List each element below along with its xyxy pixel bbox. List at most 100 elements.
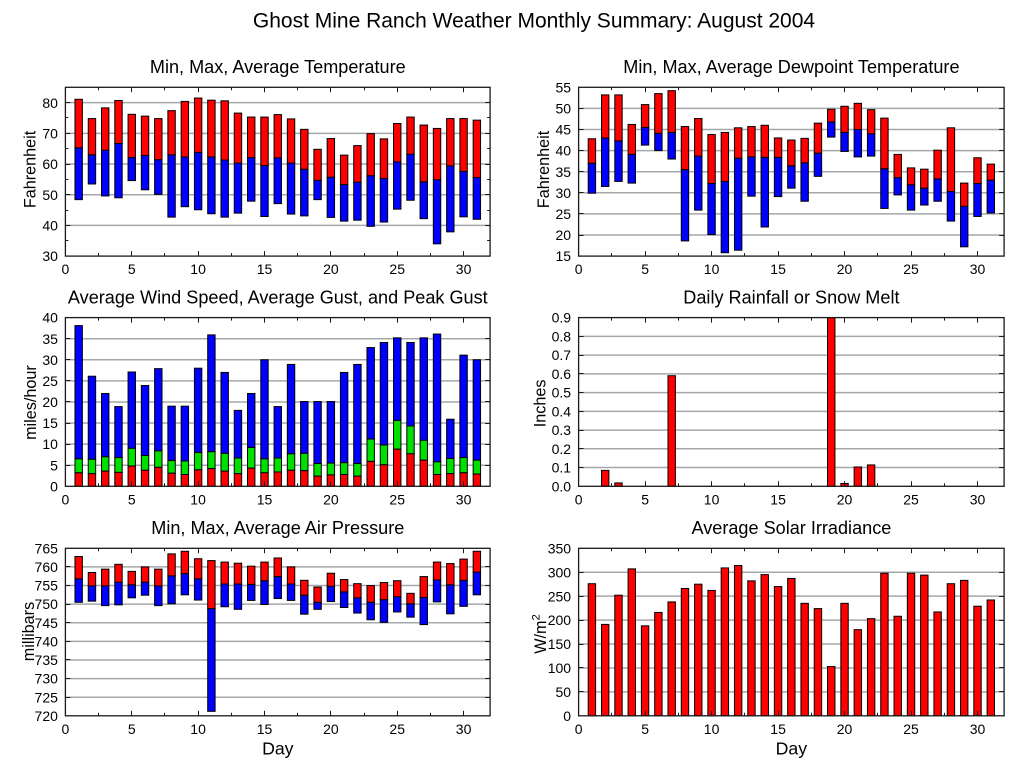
svg-text:Average Wind Speed, Average Gu: Average Wind Speed, Average Gust, and Pe… bbox=[68, 287, 488, 307]
svg-text:25: 25 bbox=[556, 206, 572, 222]
svg-text:30: 30 bbox=[42, 248, 58, 264]
svg-text:Day: Day bbox=[262, 739, 294, 759]
svg-text:0.7: 0.7 bbox=[552, 347, 572, 363]
svg-text:30: 30 bbox=[456, 261, 472, 277]
svg-text:Ghost Mine Ranch Weather Month: Ghost Mine Ranch Weather Monthly Summary… bbox=[253, 9, 816, 32]
svg-text:10: 10 bbox=[704, 491, 720, 507]
svg-text:750: 750 bbox=[35, 596, 59, 612]
svg-text:30: 30 bbox=[456, 721, 472, 737]
svg-text:755: 755 bbox=[35, 578, 59, 594]
svg-text:15: 15 bbox=[257, 491, 273, 507]
svg-text:50: 50 bbox=[556, 684, 572, 700]
svg-text:10: 10 bbox=[190, 261, 206, 277]
svg-text:15: 15 bbox=[770, 491, 786, 507]
svg-text:735: 735 bbox=[35, 652, 59, 668]
svg-text:0.5: 0.5 bbox=[552, 385, 572, 401]
svg-text:25: 25 bbox=[903, 261, 919, 277]
svg-text:0.1: 0.1 bbox=[552, 460, 572, 476]
svg-text:Min, Max, Average Temperature: Min, Max, Average Temperature bbox=[150, 57, 406, 77]
svg-text:Min, Max, Average Dewpoint Tem: Min, Max, Average Dewpoint Temperature bbox=[623, 57, 959, 77]
svg-text:0: 0 bbox=[62, 261, 70, 277]
svg-text:5: 5 bbox=[128, 721, 136, 737]
svg-text:20: 20 bbox=[837, 721, 853, 737]
svg-text:Average Solar Irradiance: Average Solar Irradiance bbox=[691, 518, 891, 538]
svg-text:0.2: 0.2 bbox=[552, 441, 572, 457]
svg-text:20: 20 bbox=[323, 491, 339, 507]
svg-text:10: 10 bbox=[42, 436, 58, 452]
svg-text:25: 25 bbox=[389, 261, 405, 277]
svg-text:50: 50 bbox=[42, 187, 58, 203]
svg-text:Inches: Inches bbox=[532, 380, 550, 428]
svg-text:5: 5 bbox=[641, 261, 649, 277]
svg-text:0.0: 0.0 bbox=[552, 478, 572, 494]
svg-text:25: 25 bbox=[903, 721, 919, 737]
svg-text:20: 20 bbox=[42, 394, 58, 410]
svg-text:Daily Rainfall or Snow Melt: Daily Rainfall or Snow Melt bbox=[683, 287, 899, 307]
svg-text:10: 10 bbox=[704, 721, 720, 737]
svg-text:20: 20 bbox=[837, 261, 853, 277]
svg-text:20: 20 bbox=[837, 491, 853, 507]
svg-text:40: 40 bbox=[42, 310, 58, 326]
svg-text:60: 60 bbox=[42, 156, 58, 172]
svg-text:30: 30 bbox=[970, 721, 986, 737]
svg-text:55: 55 bbox=[556, 79, 572, 95]
svg-text:150: 150 bbox=[548, 636, 572, 652]
svg-text:25: 25 bbox=[389, 491, 405, 507]
svg-text:730: 730 bbox=[35, 671, 59, 687]
svg-text:0.3: 0.3 bbox=[552, 422, 572, 438]
svg-text:10: 10 bbox=[704, 261, 720, 277]
svg-text:W/m2: W/m2 bbox=[531, 614, 551, 654]
svg-text:5: 5 bbox=[641, 491, 649, 507]
svg-text:740: 740 bbox=[35, 633, 59, 649]
svg-text:40: 40 bbox=[556, 143, 572, 159]
svg-text:20: 20 bbox=[323, 261, 339, 277]
svg-text:5: 5 bbox=[50, 457, 58, 473]
svg-text:250: 250 bbox=[548, 588, 572, 604]
svg-text:Fahrenheit: Fahrenheit bbox=[22, 130, 40, 208]
svg-text:0.8: 0.8 bbox=[552, 328, 572, 344]
svg-text:25: 25 bbox=[903, 491, 919, 507]
svg-text:15: 15 bbox=[257, 261, 273, 277]
svg-text:15: 15 bbox=[770, 261, 786, 277]
svg-text:765: 765 bbox=[35, 540, 59, 556]
svg-text:15: 15 bbox=[42, 415, 58, 431]
svg-text:15: 15 bbox=[257, 721, 273, 737]
svg-text:350: 350 bbox=[548, 540, 572, 556]
svg-text:0: 0 bbox=[575, 261, 583, 277]
svg-text:0.6: 0.6 bbox=[552, 366, 572, 382]
svg-text:Min, Max, Average Air Pressure: Min, Max, Average Air Pressure bbox=[151, 518, 404, 538]
svg-text:miles/hour: miles/hour bbox=[22, 365, 40, 440]
svg-text:50: 50 bbox=[556, 101, 572, 117]
svg-text:35: 35 bbox=[42, 331, 58, 347]
svg-text:5: 5 bbox=[641, 721, 649, 737]
svg-text:80: 80 bbox=[42, 95, 58, 111]
svg-text:745: 745 bbox=[35, 615, 59, 631]
svg-text:0.9: 0.9 bbox=[552, 310, 572, 326]
svg-text:10: 10 bbox=[190, 491, 206, 507]
svg-text:760: 760 bbox=[35, 559, 59, 575]
svg-text:0: 0 bbox=[575, 721, 583, 737]
svg-text:40: 40 bbox=[42, 218, 58, 234]
svg-text:5: 5 bbox=[128, 261, 136, 277]
svg-text:300: 300 bbox=[548, 564, 572, 580]
svg-text:30: 30 bbox=[970, 261, 986, 277]
svg-text:35: 35 bbox=[556, 164, 572, 180]
svg-text:70: 70 bbox=[42, 125, 58, 141]
svg-text:5: 5 bbox=[128, 491, 136, 507]
svg-text:45: 45 bbox=[556, 122, 572, 138]
svg-text:0: 0 bbox=[50, 478, 58, 494]
svg-text:20: 20 bbox=[323, 721, 339, 737]
svg-text:30: 30 bbox=[556, 185, 572, 201]
svg-text:15: 15 bbox=[556, 248, 572, 264]
svg-text:15: 15 bbox=[770, 721, 786, 737]
svg-text:millibars: millibars bbox=[20, 602, 38, 661]
svg-text:200: 200 bbox=[548, 612, 572, 628]
svg-text:0: 0 bbox=[62, 721, 70, 737]
svg-text:25: 25 bbox=[389, 721, 405, 737]
svg-text:25: 25 bbox=[42, 373, 58, 389]
svg-text:Fahrenheit: Fahrenheit bbox=[535, 130, 553, 208]
svg-text:100: 100 bbox=[548, 660, 572, 676]
svg-text:Day: Day bbox=[776, 739, 808, 759]
svg-text:725: 725 bbox=[35, 689, 59, 705]
svg-text:20: 20 bbox=[556, 227, 572, 243]
